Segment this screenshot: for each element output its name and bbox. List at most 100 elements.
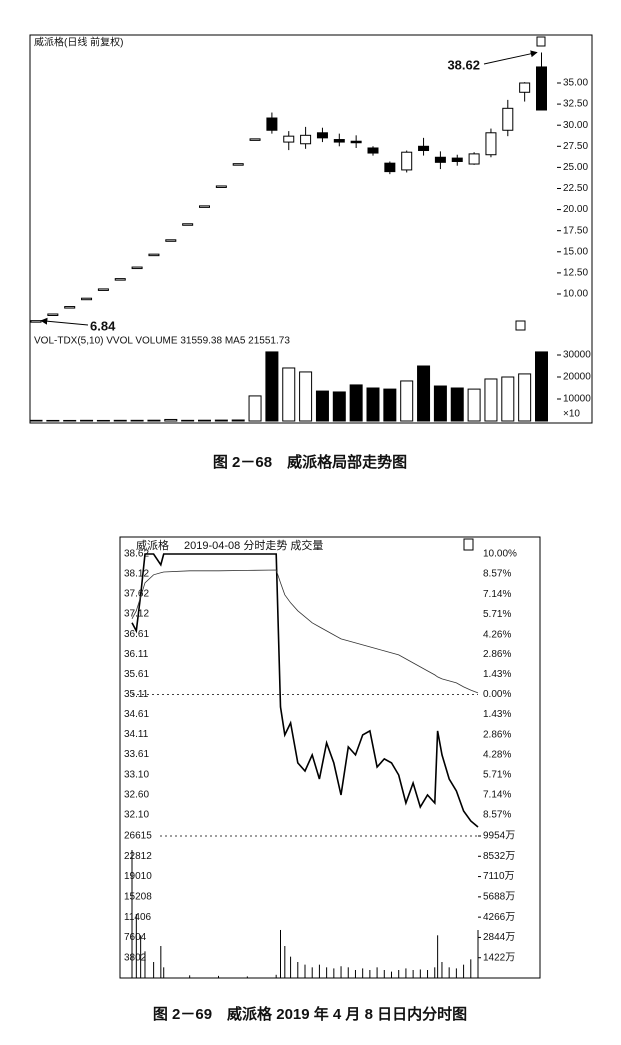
annotation-arrow: [483, 50, 538, 65]
volume-bar: [248, 395, 262, 422]
volume-bar: [130, 419, 144, 422]
y2-tick-label: 2.86%: [483, 729, 511, 740]
y-tick-label: 20.00: [563, 204, 588, 215]
y-tick-label: 15.00: [563, 246, 588, 257]
annotation: 38.62: [447, 57, 480, 72]
volume-bar: [265, 351, 279, 422]
candle-body: [165, 239, 177, 242]
volume-y2-tick-label: 5688万: [483, 891, 515, 902]
y-tick-label: 37.62: [124, 589, 149, 600]
y2-tick-label: 8.57%: [483, 569, 511, 580]
y-tick-label: 36.11: [124, 649, 149, 660]
y-tick-label: 33.61: [124, 749, 149, 760]
candle-body: [502, 107, 514, 131]
annotation-arrow: [40, 317, 89, 326]
y-tick-label: 30.00: [563, 120, 588, 131]
volume-tick-label: 3802: [124, 952, 147, 963]
volume-tick-label: 19010: [124, 871, 152, 882]
volume-bar: [113, 419, 127, 422]
y-tick-label: 34.61: [124, 709, 149, 720]
volume-bar: [349, 384, 363, 422]
y-tick-label: 37.12: [124, 609, 149, 620]
chart-frame: [29, 34, 593, 424]
volume-bar: [450, 387, 464, 422]
price-line: [131, 553, 479, 828]
corner-icon: [515, 320, 526, 331]
volume-bar: [400, 380, 414, 422]
chart-title: 威派格(日线 前复权): [34, 36, 123, 49]
volume-bar: [80, 419, 94, 422]
y-tick-label: 36.61: [124, 629, 149, 640]
candle-body: [148, 253, 160, 257]
annotation: 6.84: [90, 318, 116, 333]
volume-bar: [484, 378, 498, 422]
y2-tick-label: 10.00%: [483, 549, 517, 560]
volume-tick-label: 15208: [124, 892, 152, 903]
volume-bar: [198, 419, 211, 422]
y2-tick-label: 7.14%: [483, 789, 511, 800]
volume-bar: [164, 418, 178, 422]
candle-body: [232, 163, 244, 166]
candle-body: [215, 185, 227, 188]
candle-body: [401, 151, 413, 171]
y2-tick-label: 5.71%: [483, 609, 511, 620]
chart-subtitle: 2019-04-08 分时走势 成交量: [184, 538, 323, 552]
candle-body: [182, 223, 194, 226]
volume-bar: [518, 373, 532, 422]
volume-y2-tick-label: 2844万: [483, 932, 515, 943]
candle-body: [451, 157, 463, 162]
y2-tick-label: 4.28%: [483, 749, 511, 760]
y2-tick-label: 1.43%: [483, 709, 511, 720]
volume-bar: [315, 390, 329, 422]
y-tick-label: 35.61: [124, 669, 149, 680]
y-tick-label: 22.50: [563, 183, 588, 194]
candle-body: [418, 145, 430, 152]
candle-body: [266, 117, 278, 131]
caption: 图 2－68 威派格局部走势图: [213, 453, 407, 471]
volume-bar: [46, 419, 60, 422]
candle-body: [316, 132, 328, 139]
volume-title: VOL-TDX(5,10) VVOL VOLUME 31559.38 MA5 2…: [34, 336, 290, 347]
volume-y2-tick-label: 7110万: [483, 871, 515, 882]
y2-tick-label: 0.00%: [483, 689, 511, 700]
candle-body: [300, 134, 312, 145]
volume-tick-label: 22812: [124, 851, 152, 862]
caption: 图 2－69 威派格 2019 年 4 月 8 日日内分时图: [153, 1005, 467, 1023]
candle-body: [333, 139, 345, 143]
candle-body: [199, 205, 210, 208]
candle-body: [81, 297, 93, 301]
volume-y2-tick-label: 9954万: [483, 831, 515, 842]
volume-bar: [96, 419, 110, 422]
corner-icon: [536, 36, 546, 47]
y2-tick-label: 1.43%: [483, 669, 511, 680]
volume-bar: [63, 419, 77, 422]
volume-tick-label: 20000: [563, 372, 591, 383]
chart-frame: [119, 536, 541, 979]
volume-bar: [214, 419, 228, 422]
y2-tick-label: 7.14%: [483, 589, 511, 600]
y-tick-label: 12.50: [563, 268, 588, 279]
y-tick-label: 38.62: [124, 549, 149, 560]
volume-bar: [231, 419, 245, 422]
candle-body: [47, 313, 59, 316]
y-tick-label: 32.50: [563, 99, 588, 110]
volume-bar: [282, 367, 296, 422]
volume-bar: [467, 388, 481, 422]
y-tick-label: 34.11: [124, 729, 149, 740]
volume-y2-tick-label: 4266万: [483, 912, 515, 923]
y-tick-label: 10.00: [563, 289, 588, 300]
volume-tick-label: 30000: [563, 350, 591, 361]
y2-tick-label: 2.86%: [483, 649, 511, 660]
y-tick-label: 33.10: [124, 770, 149, 781]
candle-body: [249, 138, 261, 141]
volume-bar: [433, 385, 447, 422]
candle-body: [519, 82, 531, 93]
y-tick-label: 27.50: [563, 141, 588, 152]
candle-body: [64, 306, 76, 309]
volume-tick-label: 7604: [124, 932, 147, 943]
average-line: [131, 569, 479, 694]
volume-bar: [332, 391, 346, 422]
volume-y2-tick-label: 8532万: [483, 851, 515, 862]
